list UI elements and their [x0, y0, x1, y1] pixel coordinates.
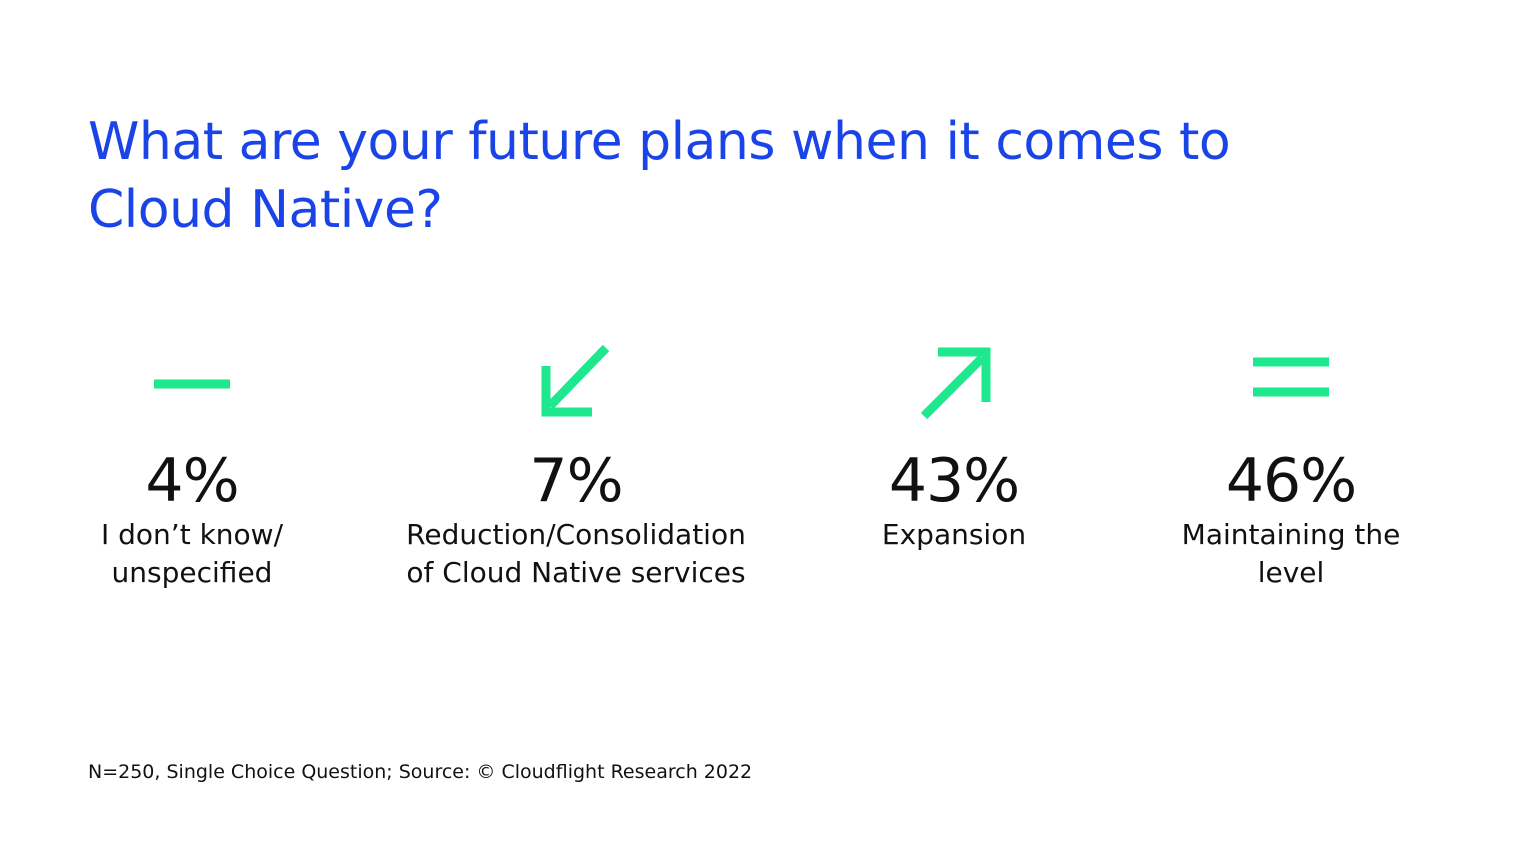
stat-value: 43%	[888, 446, 1020, 516]
stat-label: I don’t know/ unspecified	[0, 516, 392, 592]
stat-expansion: 43% Expansion	[754, 340, 1154, 554]
stat-label-line: unspecified	[111, 556, 273, 589]
stat-label-line: level	[1257, 556, 1325, 589]
stat-value: 46%	[1225, 446, 1357, 516]
minus-icon	[142, 340, 242, 430]
stat-dont-know: 4% I don’t know/ unspecified	[0, 340, 392, 592]
page-title: What are your future plans when it comes…	[88, 112, 1231, 240]
equals-icon	[1241, 340, 1341, 430]
stat-label-line: of Cloud Native services	[406, 556, 746, 589]
stat-label: Maintaining the level	[1091, 516, 1491, 592]
stat-maintaining: 46% Maintaining the level	[1091, 340, 1491, 592]
stat-reduction: 7% Reduction/Consolidation of Cloud Nati…	[376, 340, 776, 592]
footnote: N=250, Single Choice Question; Source: ©…	[88, 761, 753, 783]
stat-label-line: Reduction/Consolidation	[406, 518, 746, 551]
stat-label: Reduction/Consolidation of Cloud Native …	[376, 516, 776, 592]
stat-label-line: Maintaining the	[1181, 518, 1401, 551]
stat-value: 4%	[145, 446, 239, 516]
arrow-down-left-icon	[526, 340, 626, 430]
arrow-up-right-icon	[904, 340, 1004, 430]
stat-label-line: I don’t know/	[100, 518, 283, 551]
stat-value: 7%	[529, 446, 623, 516]
stat-label-line: Expansion	[881, 518, 1027, 551]
stat-label: Expansion	[754, 516, 1154, 554]
